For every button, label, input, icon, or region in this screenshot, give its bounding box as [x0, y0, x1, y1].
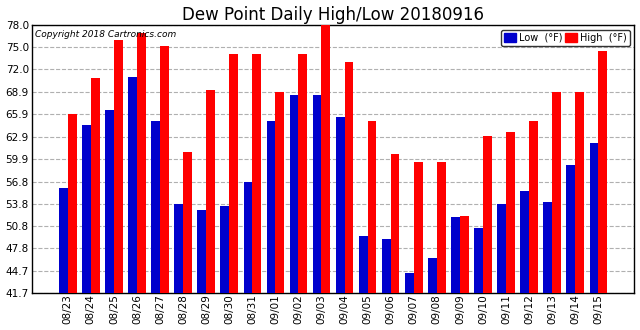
Bar [451, 217, 460, 293]
Bar [382, 239, 390, 293]
Text: Copyright 2018 Cartronics.com: Copyright 2018 Cartronics.com [35, 30, 176, 40]
Bar [566, 165, 575, 293]
Bar [543, 202, 552, 293]
Bar [589, 143, 598, 293]
Bar [344, 62, 353, 293]
Bar [428, 258, 437, 293]
Bar [174, 204, 183, 293]
Bar [220, 206, 229, 293]
Bar [229, 54, 238, 293]
Bar [575, 91, 584, 293]
Bar [336, 117, 344, 293]
Bar [197, 210, 206, 293]
Bar [151, 121, 160, 293]
Title: Dew Point Daily High/Low 20180916: Dew Point Daily High/Low 20180916 [182, 6, 484, 23]
Bar [413, 162, 422, 293]
Bar [437, 162, 445, 293]
Bar [105, 110, 114, 293]
Bar [114, 40, 123, 293]
Bar [474, 228, 483, 293]
Bar [460, 215, 468, 293]
Bar [405, 273, 413, 293]
Bar [243, 182, 252, 293]
Bar [82, 125, 91, 293]
Bar [359, 236, 367, 293]
Bar [252, 54, 261, 293]
Bar [390, 154, 399, 293]
Bar [298, 54, 307, 293]
Bar [529, 121, 538, 293]
Bar [137, 33, 146, 293]
Bar [497, 204, 506, 293]
Bar [128, 77, 137, 293]
Bar [552, 91, 561, 293]
Bar [206, 90, 215, 293]
Bar [275, 92, 284, 293]
Legend: Low  (°F), High  (°F): Low (°F), High (°F) [501, 30, 630, 46]
Bar [520, 191, 529, 293]
Bar [91, 78, 100, 293]
Bar [598, 51, 607, 293]
Bar [183, 152, 192, 293]
Bar [68, 115, 77, 293]
Bar [483, 136, 492, 293]
Bar [290, 95, 298, 293]
Bar [59, 188, 68, 293]
Bar [160, 46, 169, 293]
Bar [506, 132, 515, 293]
Bar [321, 25, 330, 293]
Bar [367, 121, 376, 293]
Bar [313, 95, 321, 293]
Bar [267, 121, 275, 293]
